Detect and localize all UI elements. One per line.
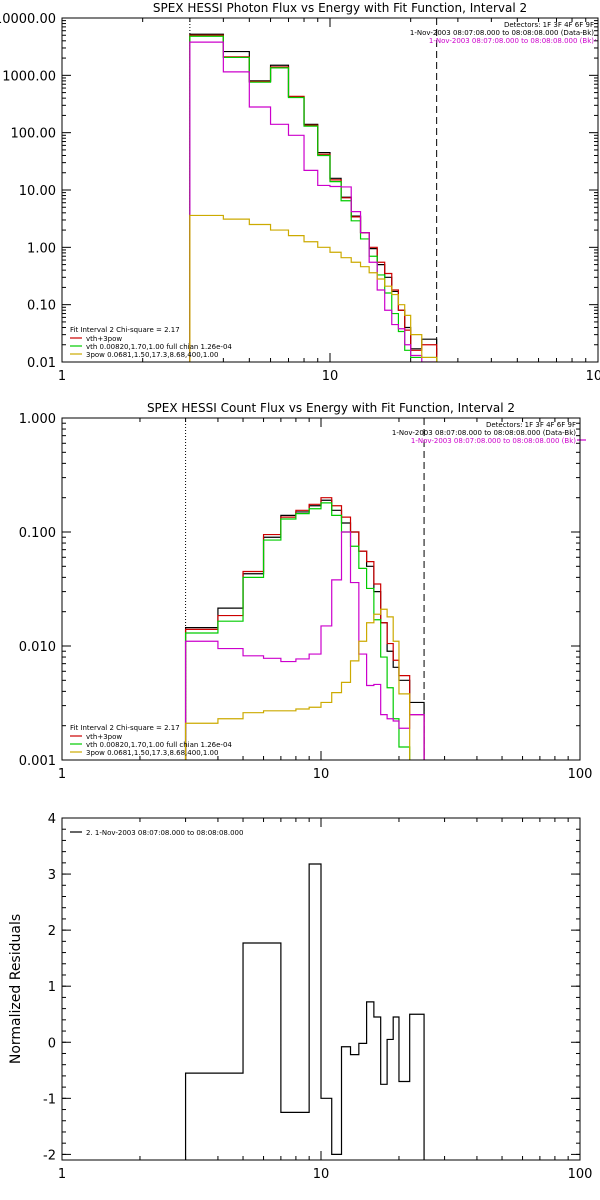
y-tick-label: 0.001: [19, 754, 56, 769]
header-text-line: 1-Nov-2003 08:07:08.000 to 08:08:08.000 …: [411, 437, 576, 445]
header-text-line: Detectors: 1F 3F 4F 6F 9F: [504, 21, 594, 29]
y-tick-label: 1.000: [19, 412, 56, 427]
legend-label: vth+3pow: [86, 335, 122, 343]
fit-interval-text: Fit Interval 2 Chi-square = 2.17: [70, 724, 180, 732]
legend-label: vth 0.00820,1.70,1.00 full chian 1.26e-0…: [86, 343, 232, 351]
count-flux-panel: SPEX HESSI Count Flux vs Energy with Fit…: [19, 401, 593, 782]
y-tick-label: 0.100: [19, 526, 56, 541]
plot-frame: [61, 17, 599, 363]
photon-flux-panel: SPEX HESSI Photon Flux vs Energy with Fi…: [0, 1, 600, 384]
chart-title: SPEX HESSI Photon Flux vs Energy with Fi…: [153, 1, 527, 15]
series-line-vth-3pow: [189, 34, 438, 362]
series-line-vth: [184, 502, 411, 760]
plot-frame: [61, 417, 581, 761]
y-axis-label: Normalized Residuals: [8, 914, 24, 1064]
y-tick-label: 10.00: [19, 184, 56, 199]
header-text-line: 1-Nov-2003 08:07:08.000 to 08:08:08.000 …: [429, 37, 594, 45]
series-line-vth: [189, 35, 438, 362]
plot-frame: [61, 817, 581, 1161]
series-line-bk: [189, 41, 438, 362]
legend-label: vth 0.00820,1.70,1.00 full chian 1.26e-0…: [86, 741, 232, 749]
series-line-residuals: [184, 863, 425, 1160]
residuals-panel: Normalized Residuals 1 10 100 -2 -1 0 1 2 3 4 2. 1-…: [8, 812, 592, 1182]
header-text-line: 1-Nov-2003 08:07:08.000 to 08:08:08.000 …: [410, 29, 594, 37]
y-tick-label: -1: [43, 1092, 56, 1107]
y-tick-label: 1000.00: [2, 69, 56, 84]
y-tick-label: 1: [48, 980, 56, 995]
x-tick-label: 1: [58, 767, 66, 782]
legend-label: vth+3pow: [86, 733, 122, 741]
x-tick-label: 100: [568, 1167, 593, 1182]
series-line-data-bk: [189, 33, 438, 362]
series-line-data-bk: [184, 499, 425, 760]
y-tick-label: 0.010: [19, 640, 56, 655]
series-group: [184, 497, 425, 760]
series-group: [189, 33, 438, 362]
x-tick-label: 100: [586, 369, 600, 384]
header-text-line: 1-Nov-2003 08:07:08.000 to 08:08:08.000 …: [392, 429, 576, 437]
y-tick-label: 2: [48, 924, 56, 939]
x-tick-label: 10: [322, 369, 339, 384]
series-line-3pow: [189, 214, 438, 362]
y-tick-label: 0.01: [27, 356, 56, 371]
y-tick-label: 100.00: [11, 127, 57, 142]
y-tick-label: 1.00: [27, 241, 56, 256]
legend-label: 2. 1-Nov-2003 08:07:08.000 to 08:08:08.0…: [86, 829, 243, 837]
y-tick-label: 3: [48, 868, 56, 883]
series-line-vth-3pow: [184, 497, 425, 760]
fit-interval-text: Fit Interval 2 Chi-square = 2.17: [70, 326, 180, 334]
y-tick-label: -2: [43, 1148, 56, 1163]
x-tick-label: 10: [313, 767, 330, 782]
header-text-line: Detectors: 1F 3F 4F 6F 9F: [486, 421, 576, 429]
x-tick-label: 10: [313, 1167, 330, 1182]
legend-label: 3pow 0.0681,1.50,17.3,8.68,400,1.00: [86, 351, 218, 359]
series-group: [184, 863, 425, 1160]
y-tick-label: 0: [48, 1036, 56, 1051]
series-line-bk: [184, 531, 425, 760]
y-tick-label: 0.10: [27, 299, 56, 314]
x-tick-label: 1: [58, 369, 66, 384]
y-tick-label: 4: [48, 812, 56, 827]
x-tick-label: 1: [58, 1167, 66, 1182]
series-line-3pow: [184, 608, 411, 760]
legend-label: 3pow 0.0681,1.50,17.3,8.68,400,1.00: [86, 749, 218, 757]
x-tick-label: 100: [568, 767, 593, 782]
y-tick-label: 10000.00: [0, 12, 56, 27]
chart-title: SPEX HESSI Count Flux vs Energy with Fit…: [147, 401, 515, 415]
